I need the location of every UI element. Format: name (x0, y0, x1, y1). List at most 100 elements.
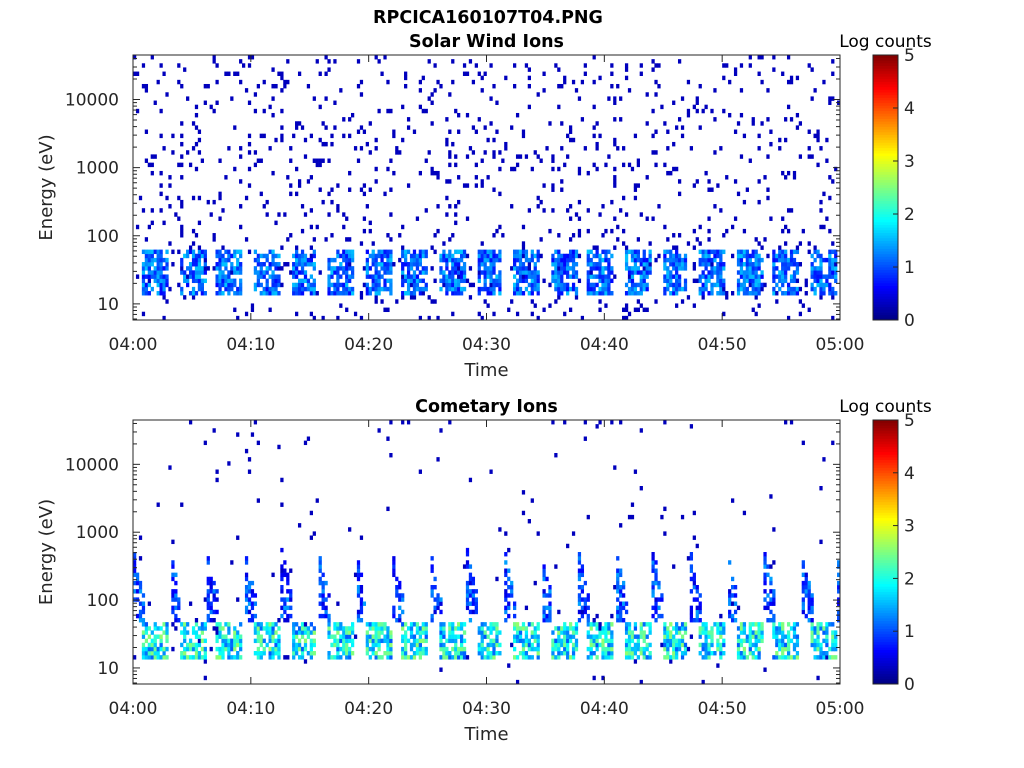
data-cell (404, 262, 408, 267)
data-cell (513, 655, 517, 660)
data-cell (477, 630, 481, 635)
data-cell (424, 270, 428, 275)
data-cell (256, 634, 260, 639)
data-cell (268, 104, 272, 110)
data-cell (483, 257, 487, 263)
data-cell (183, 278, 187, 284)
data-cell (250, 432, 255, 437)
colorbar-segment (873, 256, 898, 260)
data-cell (283, 605, 287, 611)
data-cell (191, 286, 196, 292)
data-cell (677, 274, 682, 279)
data-cell (280, 266, 284, 271)
data-cell (253, 257, 258, 263)
data-cell (295, 257, 299, 263)
data-cell (412, 270, 417, 275)
data-cell (492, 270, 496, 275)
colorbar-segment (873, 427, 898, 431)
data-cell (186, 282, 190, 288)
data-cell (751, 622, 755, 627)
data-cell (448, 634, 452, 639)
data-cell (297, 626, 302, 631)
data-cell (792, 270, 797, 275)
data-cell (751, 651, 755, 656)
data-cell (277, 212, 281, 217)
colorbar-segment (873, 251, 898, 255)
data-cell (206, 266, 210, 271)
data-cell (716, 638, 720, 644)
data-cell (571, 642, 576, 648)
data-cell (197, 638, 202, 644)
data-cell (804, 613, 808, 619)
data-cell (739, 282, 744, 288)
data-cell (698, 291, 702, 296)
data-cell (707, 646, 711, 652)
data-cell (610, 63, 614, 68)
data-cell (707, 228, 711, 234)
data-cell (439, 257, 443, 263)
data-cell (377, 630, 381, 635)
data-cell (624, 626, 629, 631)
data-cell (324, 613, 328, 619)
data-cell (312, 266, 316, 271)
data-cell (454, 282, 458, 288)
data-cell (197, 137, 202, 143)
data-cell (300, 286, 305, 292)
data-cell (424, 651, 428, 656)
data-cell (598, 307, 602, 313)
data-cell (574, 630, 579, 635)
data-cell (825, 622, 829, 627)
data-cell (686, 556, 691, 561)
colorbar-segment (873, 443, 898, 447)
data-cell (144, 646, 149, 652)
data-cell (769, 601, 773, 606)
data-cell (135, 576, 140, 582)
data-cell (651, 552, 655, 557)
data-cell (433, 299, 437, 304)
data-cell (194, 274, 199, 279)
data-cell (639, 212, 643, 217)
data-cell (359, 92, 364, 97)
data-cell (221, 208, 225, 213)
colorbar-frame (872, 419, 899, 685)
data-cell (521, 266, 526, 271)
data-cell (636, 646, 640, 652)
data-cell (289, 593, 293, 598)
data-cell (336, 655, 340, 660)
data-cell (247, 63, 252, 68)
data-cell (527, 646, 531, 652)
data-cell (498, 642, 502, 648)
data-cell (168, 204, 172, 209)
data-cell (736, 655, 741, 660)
x-tick-label: 04:00 (109, 335, 158, 355)
data-cell (633, 133, 638, 139)
data-cell (610, 270, 614, 275)
data-cell (309, 282, 313, 288)
data-cell (286, 576, 290, 582)
data-cell (353, 572, 358, 578)
data-cell (197, 266, 202, 271)
data-cell (792, 630, 797, 635)
data-cell (707, 262, 711, 267)
data-cell (371, 646, 375, 652)
data-cell (613, 137, 617, 143)
data-cell (513, 257, 517, 263)
data-cell (586, 270, 590, 275)
data-cell (630, 514, 635, 520)
data-cell (686, 295, 691, 300)
data-cell (704, 642, 708, 648)
data-cell (451, 270, 455, 275)
data-cell (757, 133, 761, 139)
data-cell (604, 278, 608, 284)
data-cell (401, 634, 405, 639)
data-cell (707, 274, 711, 279)
data-cell (601, 675, 605, 681)
data-cell (807, 618, 811, 623)
data-cell (622, 195, 626, 201)
data-cell (601, 655, 605, 660)
data-cell (719, 291, 723, 296)
data-cell (392, 609, 396, 615)
data-cell (834, 257, 838, 263)
data-cell (162, 146, 166, 151)
data-cell (828, 270, 832, 275)
